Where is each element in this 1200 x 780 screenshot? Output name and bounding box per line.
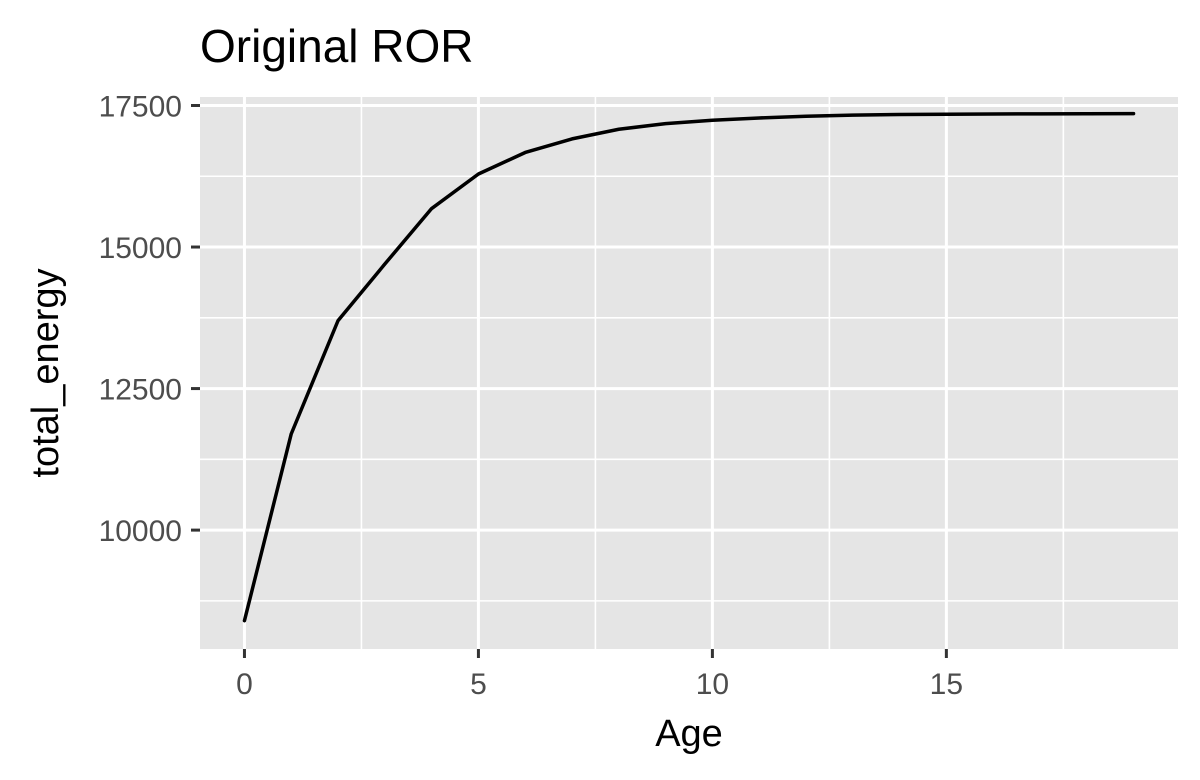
- grid-lines: [200, 97, 1178, 649]
- y-tick-label: 15000: [99, 232, 182, 265]
- chart-title: Original ROR: [200, 20, 474, 72]
- series-line-0: [242, 111, 1136, 623]
- x-axis-label: Age: [655, 713, 723, 755]
- series-layer: [242, 111, 1136, 623]
- x-tick-label: 0: [236, 668, 253, 701]
- y-tick-label: 10000: [99, 515, 182, 548]
- x-tick-label: 5: [470, 668, 487, 701]
- y-axis-label: total_energy: [25, 268, 67, 477]
- y-tick-label: 12500: [99, 374, 182, 407]
- x-tick-label: 15: [930, 668, 963, 701]
- y-tick-label: 17500: [99, 90, 182, 123]
- x-tick-label: 10: [696, 668, 729, 701]
- plot-panel: [200, 97, 1178, 649]
- axes: 0 5 10 15 10000 12500 15000 17500: [99, 90, 963, 701]
